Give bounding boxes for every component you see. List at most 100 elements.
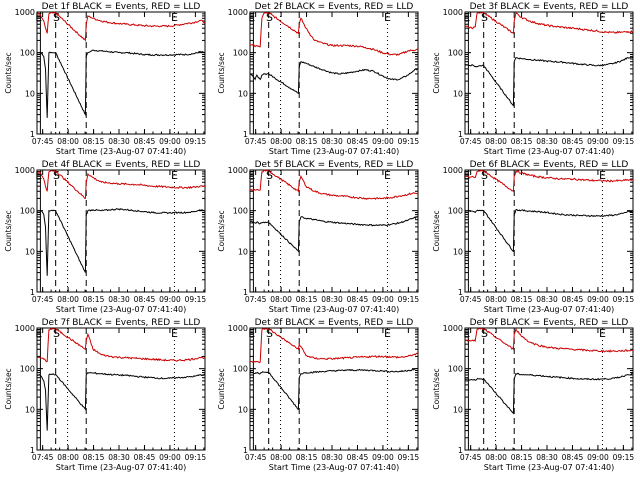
marker-label: S: [481, 327, 488, 340]
series-line-events: [464, 56, 634, 107]
x-tick-label: 09:00: [159, 295, 181, 304]
x-tick-label: 08:15: [511, 453, 533, 462]
y-tick-label: 100: [20, 207, 35, 216]
x-tick-label: 09:00: [587, 137, 609, 146]
x-tick-label: 08:00: [270, 453, 292, 462]
x-tick-label: 07:45: [32, 295, 54, 304]
x-tick-label: 08:30: [321, 137, 343, 146]
series-line-lld: [249, 12, 419, 57]
chart-title: Det 3f BLACK = Events, RED = LLD: [470, 2, 629, 12]
x-tick-label: 08:00: [485, 295, 507, 304]
chart-title: Det 9f BLACK = Events, RED = LLD: [470, 318, 629, 328]
x-tick-label: 08:45: [562, 453, 584, 462]
x-tick-label: 07:45: [245, 295, 267, 304]
x-tick-label: 09:15: [613, 453, 635, 462]
y-tick-label: 100: [20, 365, 35, 374]
series-line-lld: [249, 169, 419, 201]
y-tick-label: 10: [25, 247, 35, 256]
y-tick-label: 1: [243, 130, 248, 139]
x-tick-label: 09:15: [185, 453, 207, 462]
plot-frame: [464, 327, 634, 451]
x-tick-label: 09:15: [398, 295, 420, 304]
plot-frame: [249, 11, 419, 135]
x-axis-label: Start Time (23-Aug-07 07:41:40): [269, 305, 400, 314]
series-line-events: [249, 216, 419, 253]
marker-label: S: [481, 11, 488, 24]
x-tick-label: 09:15: [398, 453, 420, 462]
chart-panel-9: Det 9f BLACK = Events, RED = LLD 1 10 100 10…: [432, 318, 634, 472]
y-tick-label: 10: [453, 405, 463, 414]
y-tick-label: 1000: [228, 324, 248, 333]
x-tick-label: 09:15: [185, 295, 207, 304]
x-axis-label: Start Time (23-Aug-07 07:41:40): [269, 147, 400, 156]
series-line-events: [249, 368, 419, 411]
marker-label: S: [53, 327, 60, 340]
marker-label: E: [248, 169, 255, 182]
x-tick-label: 08:15: [83, 295, 105, 304]
y-tick-label: 1000: [443, 166, 463, 175]
x-tick-label: 08:15: [83, 453, 105, 462]
marker-label: E: [463, 169, 470, 182]
marker-label: E: [248, 11, 255, 24]
x-tick-label: 09:00: [159, 453, 181, 462]
series-line-lld: [37, 328, 206, 363]
plot-frame: [464, 11, 634, 135]
x-tick-label: 08:45: [134, 453, 156, 462]
x-tick-label: 08:00: [270, 137, 292, 146]
x-tick-label: 08:45: [347, 453, 369, 462]
series-line-events: [36, 371, 206, 431]
x-tick-label: 08:30: [536, 137, 558, 146]
x-tick-label: 08:30: [108, 295, 130, 304]
y-axis-label: Counts/sec: [217, 210, 226, 251]
marker-label: S: [266, 11, 273, 24]
chart-panel-4: Det 4f BLACK = Events, RED = LLD 1 10 100 10…: [4, 160, 206, 314]
marker-label: E: [384, 11, 391, 24]
x-tick-label: 07:45: [460, 295, 482, 304]
y-tick-label: 1000: [228, 166, 248, 175]
y-tick-label: 100: [448, 207, 463, 216]
x-tick-label: 08:30: [108, 453, 130, 462]
series-line-lld: [250, 328, 419, 364]
y-axis-label: Counts/sec: [4, 52, 13, 93]
y-axis-label: Counts/sec: [432, 368, 441, 409]
y-tick-label: 10: [25, 89, 35, 98]
x-tick-label: 08:45: [134, 295, 156, 304]
x-tick-label: 08:00: [57, 453, 79, 462]
x-tick-label: 09:00: [159, 137, 181, 146]
chart-title: Det 5f BLACK = Events, RED = LLD: [255, 160, 414, 170]
x-tick-label: 08:15: [296, 453, 318, 462]
marker-label: E: [171, 169, 178, 182]
x-tick-label: 08:45: [562, 137, 584, 146]
y-tick-label: 10: [238, 247, 248, 256]
y-axis-label: Counts/sec: [217, 52, 226, 93]
x-tick-label: 07:45: [460, 453, 482, 462]
plot-frame: [36, 11, 206, 135]
x-tick-label: 08:30: [321, 453, 343, 462]
marker-label: S: [53, 11, 60, 24]
y-tick-label: 1000: [443, 324, 463, 333]
chart-panel-5: Det 5f BLACK = Events, RED = LLD 1 10 100 10…: [217, 160, 419, 314]
y-axis-label: Counts/sec: [4, 210, 13, 251]
chart-panel-1: Det 1f BLACK = Events, RED = LLD 1 10 100 10…: [4, 2, 206, 156]
chart-title: Det 1f BLACK = Events, RED = LLD: [42, 2, 201, 12]
x-tick-label: 08:00: [485, 137, 507, 146]
chart-panel-2: Det 2f BLACK = Events, RED = LLD 1 10 100 10…: [217, 2, 419, 156]
series-line-events: [36, 207, 206, 276]
y-tick-label: 1000: [15, 324, 35, 333]
x-tick-label: 08:15: [511, 295, 533, 304]
marker-label: E: [384, 169, 391, 182]
series-line-lld: [464, 11, 634, 35]
chart-panel-3: Det 3f BLACK = Events, RED = LLD 1 10 100 10…: [432, 2, 634, 156]
y-tick-label: 10: [453, 89, 463, 98]
chart-title: Det 4f BLACK = Events, RED = LLD: [42, 160, 201, 170]
series-line-lld: [465, 169, 634, 193]
y-tick-label: 1000: [443, 8, 463, 17]
y-tick-label: 1: [30, 446, 35, 455]
x-tick-label: 08:45: [347, 295, 369, 304]
y-tick-label: 1: [458, 446, 463, 455]
x-tick-label: 08:00: [270, 295, 292, 304]
series-line-events: [37, 49, 206, 118]
marker-label: S: [53, 169, 60, 182]
x-tick-label: 09:00: [587, 295, 609, 304]
x-tick-label: 09:15: [185, 137, 207, 146]
